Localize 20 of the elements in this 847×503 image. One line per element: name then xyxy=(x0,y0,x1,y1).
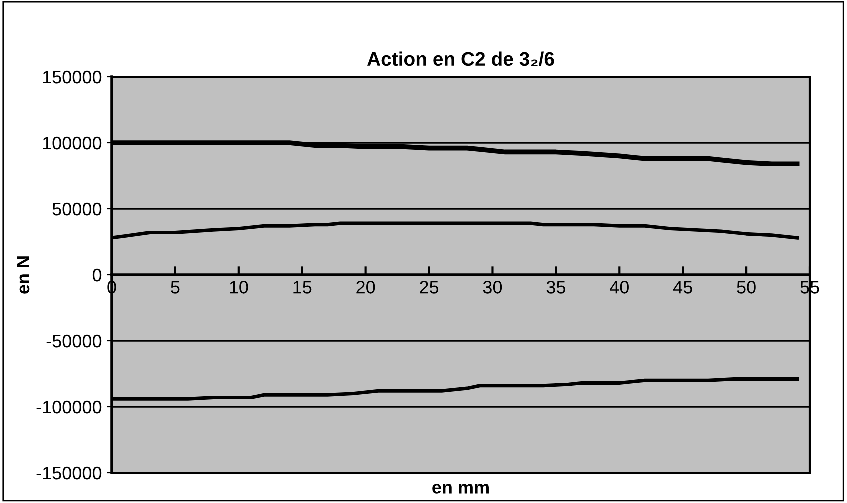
y-tick-label: -100000 xyxy=(36,400,102,414)
y-tick-label: -150000 xyxy=(36,466,102,480)
x-tick-label: 25 xyxy=(420,281,439,294)
y-axis-title: en N xyxy=(17,256,30,294)
y-tick-label: 50000 xyxy=(52,202,102,216)
x-tick-label: 50 xyxy=(737,281,756,294)
x-tick-label: 35 xyxy=(546,281,566,294)
y-tick-label: 100000 xyxy=(43,136,102,150)
chart-title: Action en C2 de 3₂/6 xyxy=(367,52,554,66)
x-tick-label: 30 xyxy=(483,281,502,294)
y-tick-label: -50000 xyxy=(46,334,102,348)
x-tick-label: 20 xyxy=(356,281,376,294)
y-tick-label: 0 xyxy=(92,268,102,282)
x-tick-label: 15 xyxy=(294,281,312,294)
x-tick-label: 5 xyxy=(171,281,180,294)
x-tick-label: 45 xyxy=(673,281,692,294)
x-tick-label: 40 xyxy=(610,281,629,294)
x-tick-label: 10 xyxy=(230,281,248,294)
y-tick-label: 150000 xyxy=(43,70,102,84)
x-axis-title: en mm xyxy=(432,484,489,494)
